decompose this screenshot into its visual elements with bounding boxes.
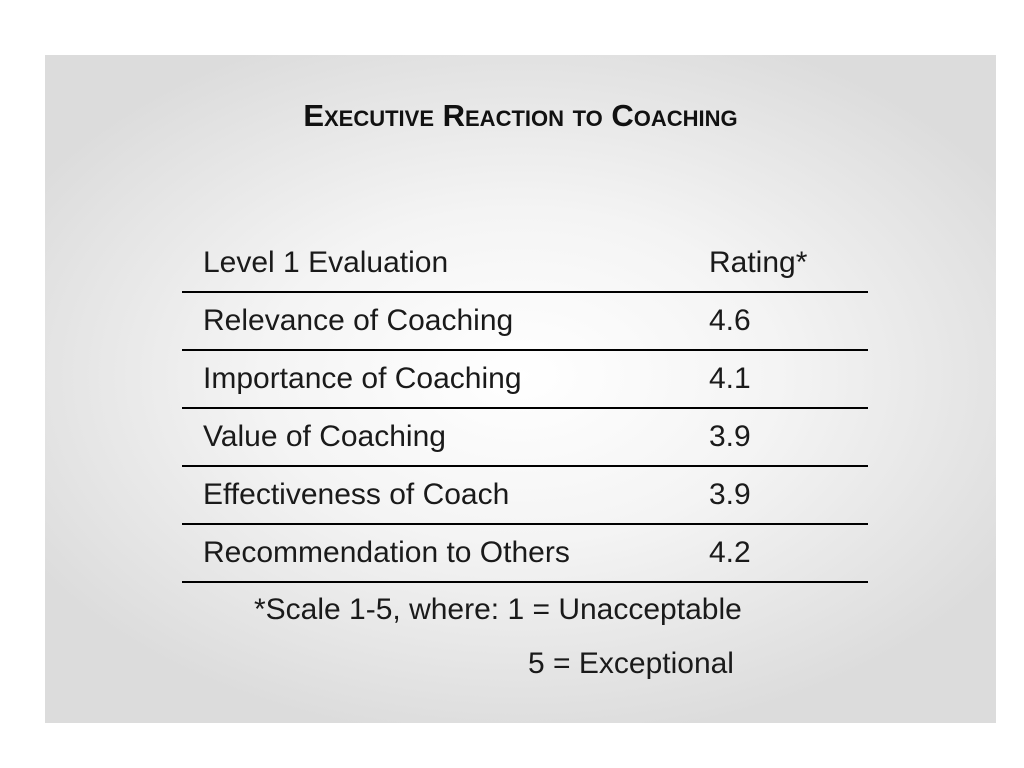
column-header-evaluation: Level 1 Evaluation bbox=[182, 235, 709, 293]
evaluation-item: Value of Coaching bbox=[182, 408, 709, 467]
rating-value: 3.9 bbox=[709, 408, 868, 467]
evaluation-item: Effectiveness of Coach bbox=[182, 466, 709, 525]
rating-value: 3.9 bbox=[709, 466, 868, 525]
rating-value: 4.2 bbox=[709, 524, 868, 583]
table-row: Value of Coaching 3.9 bbox=[182, 408, 868, 467]
evaluation-item: Importance of Coaching bbox=[182, 350, 709, 409]
table-row: Effectiveness of Coach 3.9 bbox=[182, 466, 868, 525]
evaluation-table: Level 1 Evaluation Rating* Relevance of … bbox=[182, 235, 868, 583]
column-header-rating: Rating* bbox=[709, 235, 868, 293]
rating-value: 4.1 bbox=[709, 350, 868, 409]
table-header-row: Level 1 Evaluation Rating* bbox=[182, 235, 868, 293]
table-row: Importance of Coaching 4.1 bbox=[182, 350, 868, 409]
slide-title: Executive Reaction to Coaching bbox=[303, 98, 738, 133]
evaluation-item: Relevance of Coaching bbox=[182, 292, 709, 351]
scale-footnote-line2: 5 = Exceptional bbox=[528, 647, 734, 680]
evaluation-item: Recommendation to Others bbox=[182, 524, 709, 583]
table-row: Recommendation to Others 4.2 bbox=[182, 524, 868, 583]
table-row: Relevance of Coaching 4.6 bbox=[182, 292, 868, 351]
rating-value: 4.6 bbox=[709, 292, 868, 351]
slide: Executive Reaction to Coaching Level 1 E… bbox=[45, 55, 996, 723]
scale-footnote-line1: *Scale 1-5, where: 1 = Unacceptable bbox=[254, 593, 742, 626]
